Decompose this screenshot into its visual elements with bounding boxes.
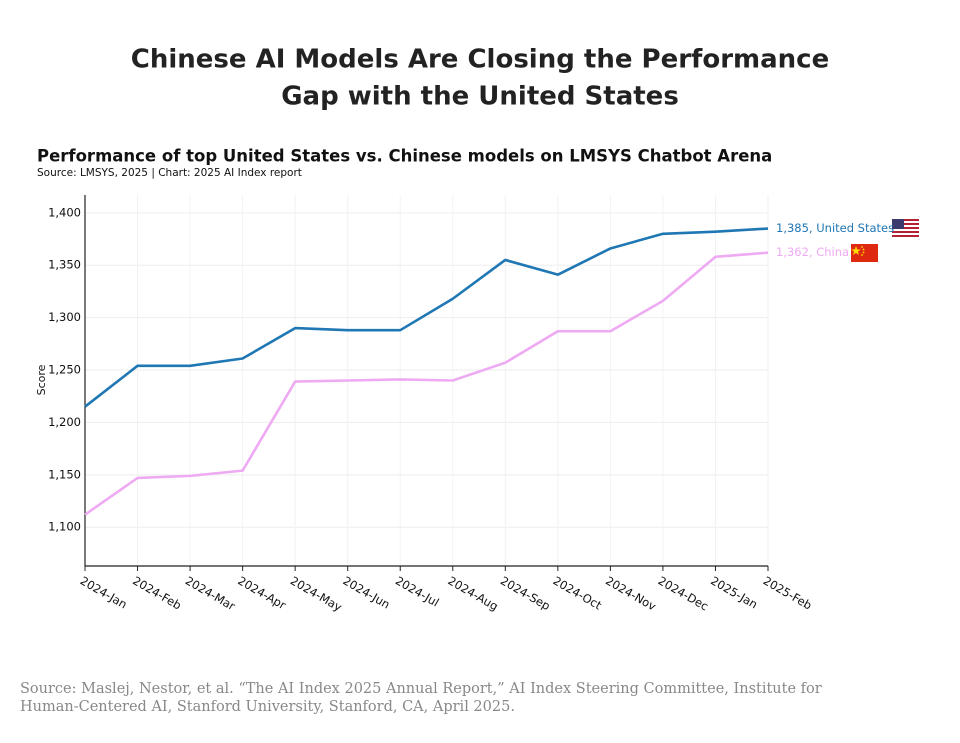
footer-source-line: Human-Centered AI, Stanford University, … (20, 699, 515, 715)
y-axis-label: Score (35, 364, 48, 395)
x-tick-label: 2024-Oct (551, 574, 605, 613)
x-tick-label: 2024-Mar (183, 574, 238, 614)
y-tick-label: 1,150 (48, 467, 81, 481)
x-tick-label: 2024-Sep (498, 574, 553, 614)
page-title-line: Chinese AI Models Are Closing the Perfor… (131, 45, 829, 75)
x-tick-label: 2024-May (288, 574, 345, 615)
y-tick-label: 1,250 (48, 363, 81, 377)
footer-source-line: Source: Maslej, Nestor, et al. “The AI I… (20, 681, 822, 697)
x-tick-label: 2024-Jun (340, 574, 392, 612)
x-tick-label: 2024-Nov (603, 574, 659, 614)
y-tick-label: 1,300 (48, 310, 81, 324)
y-tick-label: 1,200 (48, 415, 81, 429)
series-line (84, 227, 769, 408)
end-label: 1,385, United States (776, 221, 894, 235)
china-flag (851, 244, 878, 262)
page-title-line: Gap with the United States (281, 82, 679, 112)
chart-subtitle: Source: LMSYS, 2025 | Chart: 2025 AI Ind… (37, 167, 302, 179)
y-tick-label: 1,100 (48, 520, 81, 534)
x-tick-label: 2024-Jan (78, 574, 130, 612)
us-flag (892, 219, 919, 237)
x-tick-label: 2024-Feb (130, 574, 184, 613)
series-line (84, 251, 769, 516)
y-tick-label: 1,350 (48, 258, 81, 272)
chart-title: Performance of top United States vs. Chi… (37, 147, 772, 166)
end-label: 1,362, China (776, 245, 849, 259)
x-tick-label: 2024-Dec (656, 574, 711, 614)
x-tick-label: 2025-Feb (761, 574, 815, 613)
x-tick-label: 2024-Jul (393, 574, 442, 610)
y-tick-label: 1,400 (48, 205, 81, 219)
x-tick-label: 2024-Aug (446, 574, 501, 614)
x-tick-label: 2025-Jan (708, 574, 760, 612)
x-tick-label: 2024-Apr (235, 574, 288, 613)
